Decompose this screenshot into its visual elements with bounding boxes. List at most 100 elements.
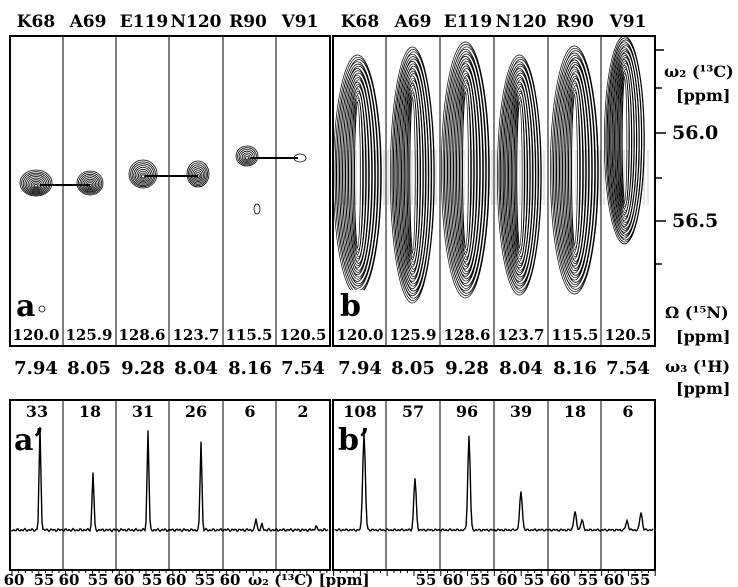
contour-line — [32, 182, 40, 189]
contour-line — [339, 68, 376, 282]
contour-line — [510, 88, 529, 262]
contour-line — [450, 63, 481, 277]
h1-shift: 7.54 — [606, 358, 650, 379]
contour-line — [237, 147, 257, 166]
panel-a-prime: a’ 33 18 31 26 6 2 — [9, 399, 331, 571]
contour-line — [240, 150, 254, 163]
contour-line — [442, 44, 490, 296]
contour-line — [444, 48, 487, 292]
bottom-tick-label: 60 — [59, 571, 80, 587]
h1-shift: 9.28 — [121, 358, 165, 379]
h1-shift: 8.04 — [174, 358, 218, 379]
intensity-value: 96 — [456, 402, 478, 421]
panel-label-b-prime: b’ — [338, 423, 369, 458]
contour-line — [448, 58, 484, 282]
contour-line — [560, 68, 590, 272]
contour-line — [352, 97, 364, 253]
contour-line — [505, 74, 534, 276]
intensity-value: 33 — [26, 402, 48, 421]
contour-line — [516, 101, 523, 249]
contour-line — [78, 172, 103, 195]
bottom-tick-label: 55 — [195, 571, 216, 587]
residue-label: R90 — [556, 12, 594, 32]
intensity-value: 108 — [343, 402, 376, 421]
n15-shift: 128.6 — [444, 326, 491, 344]
contour-line — [76, 170, 104, 196]
bottom-tick-label: 55 — [630, 571, 651, 587]
contour-line — [131, 163, 155, 186]
contour-line — [244, 156, 249, 160]
contour-line — [342, 72, 375, 278]
h1-shift: 7.94 — [338, 358, 382, 379]
contour-line — [22, 172, 50, 195]
contour-line — [500, 59, 542, 291]
intensity-value: 57 — [402, 402, 424, 421]
contour-line — [565, 80, 584, 260]
contour-line — [454, 72, 478, 268]
contour-line — [611, 51, 640, 229]
contour-line — [187, 162, 208, 187]
contour-line — [606, 39, 645, 241]
intensity-value: 6 — [622, 402, 633, 421]
contour-line — [21, 171, 51, 196]
contour-line — [80, 175, 100, 193]
contour-line — [459, 84, 472, 256]
spectrum-trace-a-prime — [11, 427, 329, 533]
bottom-tick-label: 55 — [34, 571, 55, 587]
intensity-value: 31 — [132, 402, 154, 421]
contour-line — [457, 80, 475, 260]
contour-line — [621, 74, 630, 206]
contour-line — [462, 92, 469, 248]
intensity-row-b-prime: 108 57 96 39 18 6 — [343, 402, 633, 421]
h1-shift: 8.05 — [67, 358, 111, 379]
contour-line — [130, 161, 156, 188]
intensity-value: 18 — [564, 402, 586, 421]
residue-label: N120 — [495, 12, 546, 32]
contour-line — [38, 305, 46, 313]
residue-label: N120 — [170, 12, 221, 32]
contour-line — [189, 164, 207, 185]
contour-line — [614, 57, 637, 223]
contour-line — [342, 74, 373, 276]
contour-line — [337, 63, 379, 287]
contour-line — [460, 87, 472, 253]
panel-label-a: a — [16, 289, 35, 324]
panel-label-a-prime: a’ — [14, 423, 44, 458]
contour-line — [444, 46, 489, 294]
contour-line — [140, 174, 145, 179]
contour-line — [19, 169, 53, 197]
panel-a-frame — [9, 35, 331, 347]
panel-a: a 120.0 125.9 128.6 123.7 115.5 120.5 — [9, 35, 331, 347]
contour-line — [456, 77, 475, 263]
residue-label: A69 — [69, 12, 107, 32]
contour-line — [351, 95, 364, 255]
axis-tick-label: 56.5 — [672, 210, 718, 232]
contour-line — [441, 41, 490, 299]
contour-line — [133, 165, 153, 185]
bottom-axis-label: ω₂ (¹³C) [ppm] — [248, 571, 370, 587]
contour-line — [349, 90, 367, 260]
n15-shift: 123.7 — [498, 326, 545, 344]
n15-shift: 115.5 — [552, 326, 599, 344]
contour-line — [346, 83, 370, 267]
contour-line — [253, 203, 261, 215]
h1-shift: 7.54 — [281, 358, 325, 379]
intensity-value: 26 — [185, 402, 207, 421]
omega3-label: ω₃ (¹H) — [665, 357, 730, 376]
contour-line — [24, 174, 48, 194]
contour-line — [516, 99, 525, 251]
contour-line — [621, 76, 628, 204]
n15-shift-row-b: 120.0 125.9 128.6 123.7 115.5 120.5 — [337, 326, 652, 344]
n15-shift: 128.6 — [119, 326, 166, 344]
bottom-axis-ticks — [11, 570, 656, 576]
h1-shift: 8.04 — [499, 358, 543, 379]
bottom-tick-label: 60 — [497, 571, 518, 587]
residue-label: A69 — [394, 12, 432, 32]
residue-label: E119 — [120, 12, 168, 32]
residue-header-a: K68 A69 E119 N120 R90 V91 — [17, 12, 319, 32]
bottom-tick-label: 60 — [114, 571, 135, 587]
contour-line — [34, 183, 39, 188]
bottom-tick-labels-b: 55 60 55 60 55 60 55 60 55 — [416, 571, 651, 587]
contour-line — [340, 70, 376, 280]
panel-b: b 120.0 125.9 128.6 123.7 115.5 120.5 — [332, 35, 656, 347]
